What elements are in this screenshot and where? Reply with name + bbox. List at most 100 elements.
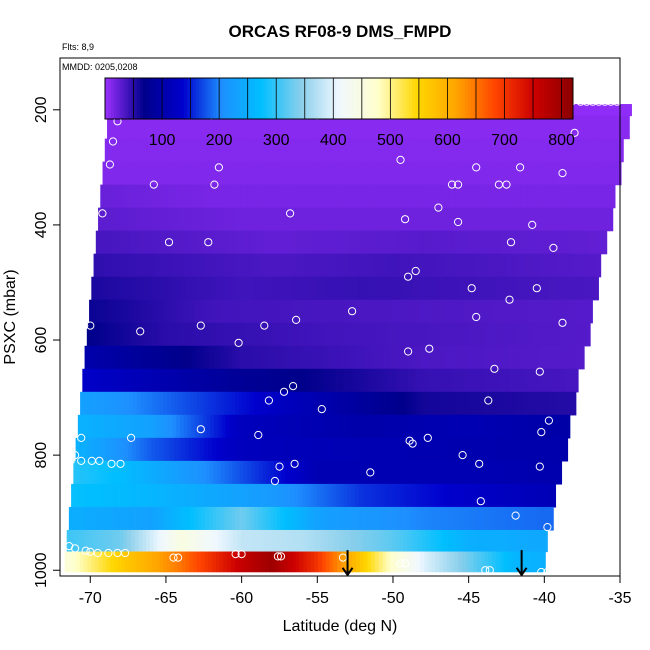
heatmap-cell [217, 299, 223, 324]
heatmap-cell [499, 207, 504, 232]
heatmap-cell [298, 322, 304, 347]
heatmap-cell [326, 345, 332, 370]
heatmap-cell [228, 230, 233, 255]
heatmap-cell [378, 437, 383, 462]
heatmap-cell [218, 483, 224, 508]
colorbar-swatch [564, 78, 568, 119]
heatmap-cell [152, 230, 157, 255]
heatmap-cell [114, 460, 120, 485]
heatmap-cell [321, 207, 326, 232]
heatmap-cell [499, 551, 505, 573]
sample-point [472, 312, 481, 322]
heatmap-cell [229, 253, 235, 278]
heatmap-cell [365, 184, 370, 209]
sample-point [396, 559, 405, 568]
heatmap-cell [253, 161, 259, 186]
heatmap-cell [169, 138, 174, 163]
heatmap-cell [428, 230, 434, 255]
colorbar-swatch [178, 78, 182, 119]
heatmap-cell [205, 115, 210, 140]
heatmap-cell [247, 184, 253, 209]
heatmap-cell [241, 207, 247, 232]
heatmap-cell [116, 138, 121, 163]
heatmap-cell [538, 230, 543, 255]
heatmap-cell [500, 115, 505, 140]
heatmap-cell [305, 253, 310, 278]
heatmap-cell [357, 184, 362, 209]
heatmap-cell [558, 414, 563, 439]
heatmap-cell [616, 104, 621, 117]
heatmap-cell [329, 437, 334, 462]
heatmap-cell [379, 345, 385, 370]
heatmap-cell [144, 161, 149, 186]
heatmap-cell [416, 276, 422, 301]
heatmap-cell [104, 529, 109, 553]
heatmap-cell [356, 391, 361, 416]
heatmap-cell [487, 368, 492, 393]
heatmap-cell [129, 391, 134, 416]
heatmap-cell [219, 322, 224, 347]
heatmap-cell [595, 115, 600, 140]
colorbar-swatch [341, 78, 346, 119]
heatmap-cell [227, 391, 233, 416]
heatmap-cell [142, 138, 147, 163]
heatmap-cell [390, 551, 395, 573]
heatmap-cell [123, 368, 129, 393]
sample-point [558, 318, 567, 327]
colorbar-swatch [315, 78, 320, 119]
heatmap-cell [139, 368, 144, 393]
colorbar-swatch [143, 78, 147, 119]
heatmap-cell [506, 437, 512, 462]
heatmap-layer [64, 104, 632, 573]
chart-title: ORCAS RF08-9 DMS_FMPD [229, 22, 452, 41]
heatmap-cell [370, 322, 375, 347]
heatmap-cell [490, 138, 496, 163]
heatmap-cell [447, 391, 452, 416]
heatmap-cell [166, 551, 172, 573]
heatmap-cell [573, 184, 578, 209]
heatmap-cell [430, 138, 435, 163]
heatmap-cell [247, 299, 253, 324]
heatmap-cell [458, 506, 463, 531]
heatmap-cell [410, 414, 416, 439]
heatmap-cell [361, 414, 367, 439]
heatmap-cell [459, 345, 464, 370]
heatmap-cell [192, 483, 197, 508]
heatmap-cell [521, 322, 527, 347]
heatmap-cell [319, 299, 325, 324]
heatmap-cell [206, 414, 211, 439]
heatmap-cell [470, 460, 476, 485]
heatmap-cell [516, 184, 521, 209]
heatmap-cell [564, 230, 570, 255]
heatmap-cell [343, 483, 348, 508]
heatmap-cell [110, 506, 115, 531]
heatmap-cell [451, 506, 456, 531]
heatmap-cell [233, 138, 238, 163]
heatmap-cell [304, 184, 309, 209]
y-axis-label: PSXC (mbar) [2, 269, 19, 364]
heatmap-cell [198, 184, 204, 209]
sample-point [214, 163, 223, 172]
heatmap-cell [613, 161, 618, 186]
heatmap-cell [440, 460, 445, 485]
heatmap-cell [419, 483, 424, 508]
heatmap-cell [462, 391, 467, 416]
heatmap-cell [487, 483, 492, 508]
heatmap-cell [405, 115, 411, 140]
heatmap-cell [192, 368, 197, 393]
heatmap-cell [147, 322, 152, 347]
heatmap-cell [592, 138, 598, 163]
heatmap-cell [422, 368, 428, 393]
heatmap-cell [110, 391, 115, 416]
heatmap-cell [288, 345, 294, 370]
heatmap-cell [431, 551, 437, 573]
heatmap-cell [325, 322, 330, 347]
heatmap-cell [335, 483, 341, 508]
heatmap-cell [266, 345, 271, 370]
sample-point [276, 552, 286, 561]
heatmap-cell [76, 551, 81, 573]
heatmap-cell [218, 138, 223, 163]
heatmap-cell [322, 506, 327, 531]
colorbar-swatch [113, 78, 118, 119]
